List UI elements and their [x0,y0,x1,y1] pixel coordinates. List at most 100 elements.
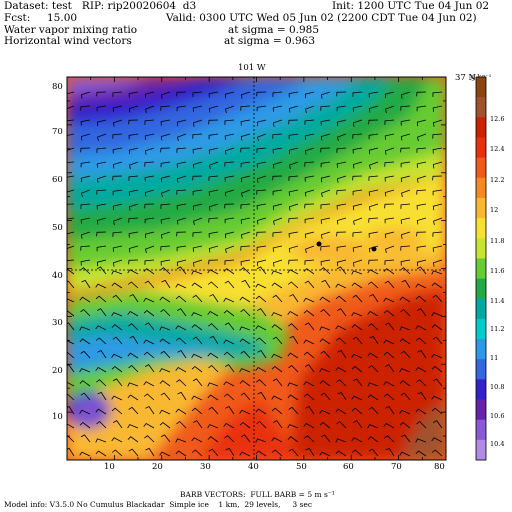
wind-barb [127,310,139,317]
wind-barb [385,105,395,114]
valid-time-label: Valid: 0300 UTC Wed 05 Jun 02 (2200 CDT … [166,12,477,24]
wind-barb [192,105,203,112]
wind-barb [320,308,331,317]
wind-barb [320,91,331,99]
wind-barb [128,203,139,211]
wind-barb [160,267,171,275]
wind-barb [80,231,91,239]
model-info: Model info: V3.5.0 No Cumulus Blackadar … [4,500,313,509]
wind-barb [144,231,155,239]
wind-barb [255,295,267,303]
wind-barb [287,281,299,289]
wind-barb [272,203,283,211]
wind-barb [351,270,363,275]
wind-barb [271,365,283,373]
wind-barb [209,293,219,303]
wind-barb [240,434,251,443]
colorbar-frame [475,76,487,461]
wind-barb [272,147,283,154]
y-tick-label: 10 [52,412,63,422]
wind-barb [175,450,187,457]
wind-barb [400,217,411,224]
wind-barb [351,437,363,443]
wind-barb [351,324,363,331]
wind-barb [400,105,411,111]
wind-barb [113,420,123,429]
wind-barb [96,217,107,225]
wind-barb [416,147,427,153]
wind-barb [432,147,443,154]
wind-barb [415,283,427,289]
wind-barb [272,378,283,387]
wind-barb [67,245,75,249]
wind-barb [239,296,251,303]
wind-barb [176,420,187,429]
wind-barb [127,394,139,401]
wind-barb [336,245,347,252]
wind-barb [128,259,139,265]
wind-barb [145,105,155,114]
wind-barb [208,406,219,415]
colorbar-swatch [476,439,486,461]
wind-barb [319,368,331,373]
wind-barb [176,147,187,153]
wind-barb [208,175,219,181]
wind-barb [400,147,411,153]
wind-barb [79,326,91,331]
wind-barb [272,161,283,169]
wind-barb [176,266,187,275]
wind-barb [289,335,299,345]
wind-barb [336,161,347,168]
wind-barb [271,449,283,457]
wind-barb [368,133,379,140]
wind-barb [336,119,347,127]
wind-barb [112,119,123,127]
wind-barb [224,189,235,197]
wind-barb [256,245,267,252]
wind-barb [336,231,347,237]
wind-barb [224,322,235,331]
wind-barb [144,91,155,99]
wind-barb [160,392,171,401]
wind-barb [207,424,219,429]
wind-barb [320,245,331,251]
wind-barb [97,308,107,317]
wind-barb [385,245,395,254]
wind-barb [384,133,395,140]
wind-barb [368,448,379,457]
colorbar-swatch [476,359,486,380]
wind-barb [384,175,395,182]
wind-barb [384,189,395,197]
wind-barb [176,175,187,183]
wind-barb [96,231,107,237]
wind-barb [111,312,123,317]
wind-barb [191,282,203,289]
wind-barb [351,353,363,359]
wind-barb [111,365,123,373]
wind-barb [144,161,155,167]
wind-barb [272,336,283,345]
wind-barb [223,393,235,401]
x-tick-label: 60 [343,462,354,472]
colorbar-swatch [476,218,486,239]
wind-barb [288,203,299,211]
wind-barb [336,420,347,429]
wind-barb [112,231,123,237]
wind-barb [79,338,91,345]
wind-barb [303,309,315,317]
wind-barb [80,119,91,126]
wind-barb [112,336,123,345]
wind-barb [111,449,123,457]
wind-barb [369,161,379,170]
wind-barb [256,105,267,112]
wind-barb [304,161,315,167]
wind-barb [416,189,427,195]
wind-barb [207,436,219,443]
wind-barb [240,267,251,275]
wind-barb [415,366,427,373]
wind-barb [304,203,315,209]
wind-barb [336,203,347,210]
wind-barb [416,379,427,387]
wind-barb [145,405,155,415]
